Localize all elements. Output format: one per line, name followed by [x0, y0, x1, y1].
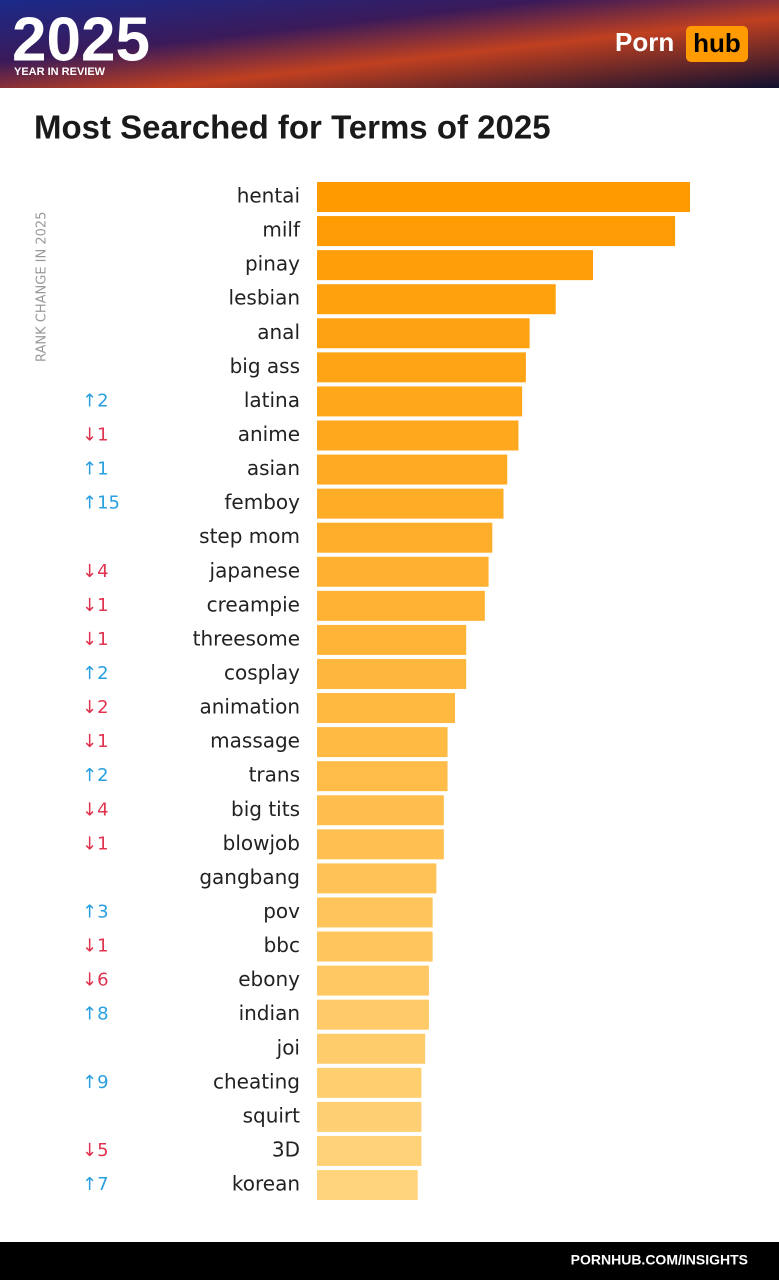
- rank-change: ↑1: [82, 459, 109, 480]
- rank-change: ↓6: [82, 970, 109, 991]
- category-label: ebony: [238, 967, 300, 991]
- bar: [317, 590, 485, 621]
- bar: [317, 761, 448, 792]
- bar: [317, 488, 504, 519]
- bar: [317, 454, 508, 485]
- bar: [317, 795, 444, 826]
- category-label: asian: [247, 456, 300, 480]
- category-label: creampie: [207, 592, 300, 616]
- rank-change: ↓1: [82, 936, 109, 957]
- category-label: trans: [249, 763, 300, 787]
- bar: [317, 658, 467, 689]
- bar: [317, 1135, 422, 1166]
- bar: [317, 693, 456, 724]
- header-subtitle: YEAR IN REVIEW: [14, 66, 106, 78]
- rank-change: ↓1: [82, 595, 109, 616]
- bar: [317, 556, 489, 587]
- category-label: japanese: [209, 558, 300, 582]
- footer-link: PORNHUB.COM/INSIGHTS: [571, 1252, 748, 1268]
- rank-change: ↑2: [82, 765, 109, 786]
- chart-title: Most Searched for Terms of 2025: [34, 109, 551, 146]
- category-label: bbc: [264, 933, 300, 957]
- bar: [317, 284, 556, 315]
- rank-change: ↓4: [82, 799, 109, 820]
- category-label: femboy: [224, 490, 300, 514]
- bar: [317, 352, 526, 383]
- rank-change: ↑3: [82, 901, 109, 922]
- logo-left: Porn: [615, 27, 674, 57]
- category-label: massage: [210, 729, 300, 753]
- category-label: cheating: [213, 1069, 300, 1093]
- category-label: cosplay: [224, 660, 300, 684]
- bar: [317, 182, 690, 212]
- category-label: pinay: [245, 252, 300, 276]
- footer-bar: [0, 1242, 779, 1280]
- bar: [317, 999, 429, 1030]
- category-label: squirt: [243, 1103, 301, 1127]
- bar: [317, 863, 437, 894]
- rank-change: ↓1: [82, 629, 109, 650]
- bar: [317, 897, 433, 928]
- rank-change: ↓1: [82, 833, 109, 854]
- rank-change: ↓2: [82, 697, 109, 718]
- category-label: big tits: [231, 797, 300, 821]
- category-label: lesbian: [229, 286, 300, 310]
- header-banner: [0, 0, 779, 88]
- rank-change: ↓1: [82, 424, 109, 445]
- logo-box: [686, 26, 748, 62]
- rank-change: ↑7: [82, 1174, 109, 1195]
- category-label: step mom: [199, 524, 300, 548]
- bar: [317, 1067, 422, 1098]
- bar: [317, 420, 519, 451]
- category-label: pov: [263, 899, 300, 923]
- logo-right: hub: [693, 28, 741, 58]
- bar: [317, 1101, 422, 1132]
- rank-change: ↑8: [82, 1004, 109, 1025]
- rank-axis-label: RANK CHANGE IN 2025: [35, 212, 50, 362]
- category-label: anal: [257, 320, 300, 344]
- category-label: indian: [239, 1001, 300, 1025]
- rank-change: ↑2: [82, 663, 109, 684]
- bar: [317, 1033, 426, 1064]
- rank-change: ↑9: [82, 1072, 109, 1093]
- bar: [317, 931, 433, 962]
- bar: [317, 727, 448, 758]
- bar: [317, 829, 444, 860]
- rank-change: ↑15: [82, 493, 120, 514]
- bar: [317, 1170, 418, 1201]
- bar: [317, 386, 523, 417]
- category-label: anime: [238, 422, 300, 446]
- bar: [317, 965, 429, 996]
- category-label: threesome: [193, 626, 300, 650]
- bar: [317, 624, 467, 655]
- header-year: 2025: [12, 5, 150, 74]
- bar: [317, 216, 676, 247]
- rank-change: ↓4: [82, 561, 109, 582]
- bar: [317, 250, 594, 281]
- category-label: hentai: [237, 184, 300, 208]
- category-label: joi: [276, 1035, 300, 1059]
- bar: [317, 522, 493, 553]
- rank-change: ↓5: [82, 1140, 109, 1161]
- category-label: blowjob: [223, 831, 300, 855]
- category-label: 3D: [272, 1137, 300, 1161]
- category-label: milf: [262, 218, 301, 242]
- category-label: animation: [199, 695, 300, 719]
- category-label: big ass: [230, 354, 300, 378]
- category-label: latina: [244, 388, 300, 412]
- category-label: korean: [232, 1172, 300, 1196]
- rank-change: ↑2: [82, 390, 109, 411]
- rank-change: ↓1: [82, 731, 109, 752]
- category-label: gangbang: [199, 865, 300, 889]
- bar: [317, 318, 530, 349]
